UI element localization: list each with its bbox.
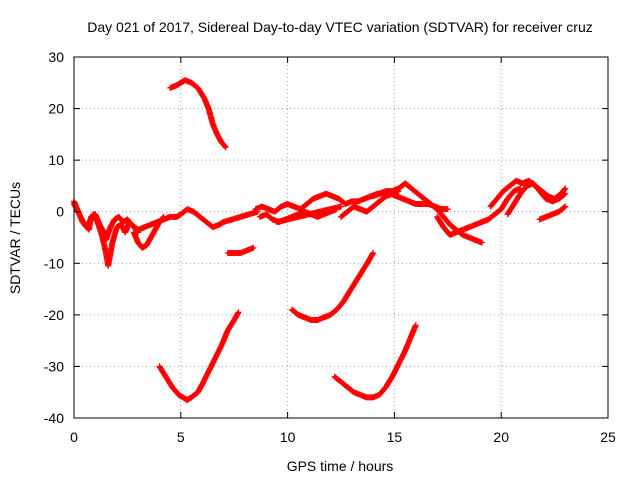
data-point	[338, 203, 344, 210]
x-tick-label: 0	[70, 429, 78, 445]
data-point	[412, 322, 419, 329]
series-arc-06	[224, 244, 257, 256]
data-point	[160, 213, 167, 220]
data-point	[562, 203, 569, 210]
series-arc-17	[288, 249, 377, 324]
series-arc-03	[130, 213, 167, 251]
y-tick-label: -20	[44, 307, 64, 323]
data-point	[478, 239, 485, 246]
x-tick-label: 25	[600, 429, 616, 445]
y-tick-label: -30	[44, 358, 64, 374]
y-tick-label: 20	[48, 101, 64, 117]
series-arc-07	[220, 208, 261, 226]
series-arc-04	[167, 77, 229, 151]
x-tick-label: 10	[280, 429, 296, 445]
y-tick-label: -10	[44, 255, 64, 271]
x-tick-label: 20	[493, 429, 509, 445]
x-tick-label: 5	[177, 429, 185, 445]
y-tick-label: 30	[48, 49, 64, 65]
data-point	[222, 144, 229, 151]
series-arc-10	[273, 203, 344, 226]
series-arc-18	[331, 322, 419, 401]
gridlines	[74, 57, 608, 418]
y-tick-label: 0	[56, 204, 64, 220]
data-point	[370, 249, 377, 256]
data-points	[71, 77, 569, 403]
series-arc-15	[504, 180, 569, 218]
x-tick-label: 15	[387, 429, 403, 445]
axis-ticks: 0 5 10 15 20 25 -40 -30 -20 -10 0 10 20 30	[44, 49, 616, 445]
data-point	[221, 143, 228, 150]
series-arc-02	[71, 200, 142, 269]
y-tick-label: -40	[44, 410, 64, 426]
series-arc-08	[252, 190, 451, 215]
data-point	[562, 190, 569, 197]
series-arc-05	[156, 309, 242, 403]
x-axis-label: GPS time / hours	[287, 458, 394, 474]
data-point	[561, 191, 568, 198]
data-point	[160, 214, 166, 221]
y-axis-label: SDTVAR / TECUs	[7, 182, 23, 294]
y-tick-label: 10	[48, 152, 64, 168]
data-point	[444, 206, 451, 213]
plot-frame	[73, 56, 609, 419]
series-arc-12	[370, 180, 485, 246]
data-point	[561, 186, 568, 193]
series-arc-13	[434, 185, 524, 238]
data-point	[134, 228, 141, 235]
series-arc-16	[536, 203, 569, 223]
data-point	[562, 185, 569, 192]
data-point	[235, 309, 242, 316]
chart-title: Day 021 of 2017, Sidereal Day-to-day VTE…	[87, 19, 593, 35]
data-point	[561, 204, 568, 211]
data-point	[250, 244, 257, 251]
plot-border	[73, 56, 609, 419]
